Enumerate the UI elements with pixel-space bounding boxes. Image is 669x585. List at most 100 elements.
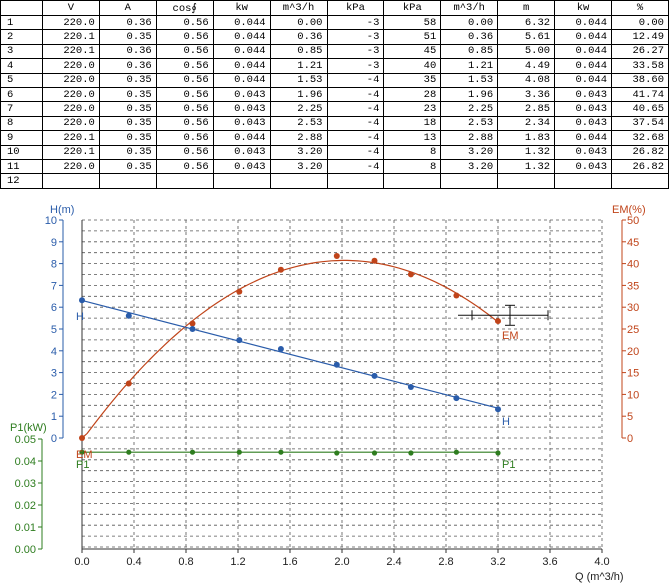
table-cell: 0.85 <box>269 43 328 60</box>
em-data-point <box>495 318 501 325</box>
em-data-point <box>236 288 243 295</box>
table-cell: 0.044 <box>554 72 612 88</box>
h-axis-tick-label: 0 <box>51 433 57 445</box>
column-header: kw <box>212 0 271 16</box>
table-cell: 1.83 <box>497 130 556 146</box>
em-data-point <box>277 266 284 273</box>
em-axis-tick-label: 10 <box>627 389 639 401</box>
table-cell: 0.36 <box>440 29 499 45</box>
p1-data-point <box>278 449 284 455</box>
table-cell: 220.1 <box>41 144 100 160</box>
h-data-point <box>333 361 340 368</box>
table-cell: 28 <box>383 86 442 103</box>
p1-data-point <box>236 449 242 455</box>
column-header: kPa <box>383 0 442 16</box>
table-cell: 0.044 <box>212 43 271 60</box>
table-cell: 58 <box>383 14 442 31</box>
row-number: 12 <box>0 173 43 189</box>
table-cell: 0.044 <box>554 14 612 31</box>
table-cell: 4.08 <box>497 72 556 88</box>
table-cell: 3.20 <box>269 144 328 160</box>
table-cell: 0.044 <box>212 29 271 45</box>
table-cell: 13 <box>383 130 442 146</box>
table-cell: 0.00 <box>440 14 499 31</box>
column-header: kw <box>554 0 612 16</box>
h-data-point <box>277 346 284 353</box>
x-axis-title: Q (m^3/h) <box>575 571 624 583</box>
table-cell: 0.56 <box>155 130 214 146</box>
table-cell: 0.00 <box>611 14 669 31</box>
table-cell: 0.044 <box>554 58 612 74</box>
row-number: 11 <box>0 158 43 175</box>
column-header: cos∮ <box>155 0 214 16</box>
table-cell: 1.53 <box>269 72 328 88</box>
em-axis-tick-label: 15 <box>627 368 639 380</box>
row-number: 7 <box>0 101 43 117</box>
table-cell: 0.56 <box>155 29 214 45</box>
h-axis-title: H(m) <box>50 204 74 216</box>
table-cell: 220.1 <box>41 29 100 45</box>
em-axis-title: EM(%) <box>612 204 646 216</box>
table-row: 8 220.0 0.35 0.56 0.043 2.53 -4 18 2.53 2.34 0.043… <box>0 115 669 132</box>
table-cell: -4 <box>326 86 385 103</box>
em-axis-tick-label: 20 <box>627 346 639 358</box>
table-cell: 2.53 <box>269 115 328 132</box>
table-row: 6 220.0 0.35 0.56 0.043 1.96 -4 28 1.96 3.36 0.043… <box>0 86 669 103</box>
row-number: 6 <box>0 86 43 103</box>
em-axis-tick-label: 35 <box>627 280 639 292</box>
table-cell: 0.56 <box>155 72 214 88</box>
p1-data-point <box>126 449 132 455</box>
table-cell: 0.56 <box>155 158 214 175</box>
x-axis-tick-label: 3.2 <box>490 556 505 568</box>
table-cell: 0.044 <box>554 130 612 146</box>
table-cell: 0.043 <box>554 144 612 160</box>
x-axis-tick-label: 2.4 <box>386 556 401 568</box>
table-cell: 0.35 <box>98 72 157 88</box>
table-cell: 35 <box>383 72 442 88</box>
table-cell: 0.043 <box>212 115 271 132</box>
table-row: 10 220.1 0.35 0.56 0.043 3.20 -4 8 3.20 1.32 0.043… <box>0 144 669 160</box>
table-cell: 41.74 <box>611 86 669 103</box>
table-cell: 1.96 <box>440 86 499 103</box>
table-cell: 12.49 <box>611 29 669 45</box>
em-data-point <box>79 435 85 441</box>
table-cell: 0.043 <box>554 86 612 103</box>
table-cell: -3 <box>326 29 385 45</box>
em-axis-tick-label: 25 <box>627 324 639 336</box>
table-cell: 3.36 <box>497 86 556 103</box>
table-cell: 0.56 <box>155 43 214 60</box>
table-cell: 0.043 <box>212 101 271 117</box>
table-row: 3 220.1 0.36 0.56 0.044 0.85 -3 45 0.85 5.00 0.044… <box>0 43 669 60</box>
row-number: 2 <box>0 29 43 45</box>
table-cell: 0.35 <box>98 144 157 160</box>
p1-data-point <box>408 450 414 456</box>
table-cell: 0.044 <box>554 43 612 60</box>
em-axis-tick-label: 50 <box>627 215 639 227</box>
table-cell: 8 <box>383 144 442 160</box>
x-axis-tick-label: 0.4 <box>126 556 141 568</box>
h-data-point <box>371 372 378 379</box>
em-curve <box>81 259 499 439</box>
table-cell: 220.0 <box>41 14 100 31</box>
table-cell <box>326 173 385 189</box>
h-axis-tick-label: 8 <box>51 259 57 271</box>
table-cell: 0.35 <box>98 29 157 45</box>
table-cell <box>611 173 669 189</box>
p1-data-point <box>334 450 340 456</box>
p1-axis-tick-label: 0.03 <box>15 478 36 490</box>
table-cell: 5.61 <box>497 29 556 45</box>
h-axis-tick-label: 1 <box>51 411 57 423</box>
table-row: 5 220.0 0.35 0.56 0.044 1.53 -4 35 1.53 4.08 0.044… <box>0 72 669 88</box>
table-cell: 0.043 <box>554 101 612 117</box>
table-cell: 0.043 <box>554 115 612 132</box>
row-number: 8 <box>0 115 43 132</box>
table-cell: 3.20 <box>440 158 499 175</box>
table-row: 2 220.1 0.35 0.56 0.044 0.36 -3 51 0.36 5.61 0.044… <box>0 29 669 45</box>
table-cell <box>497 173 556 189</box>
table-cell <box>440 173 499 189</box>
p1-series-label-start: P1 <box>76 459 89 471</box>
em-axis-tick-label: 0 <box>627 433 633 445</box>
h-axis-tick-label: 2 <box>51 389 57 401</box>
table-cell: 220.0 <box>41 158 100 175</box>
